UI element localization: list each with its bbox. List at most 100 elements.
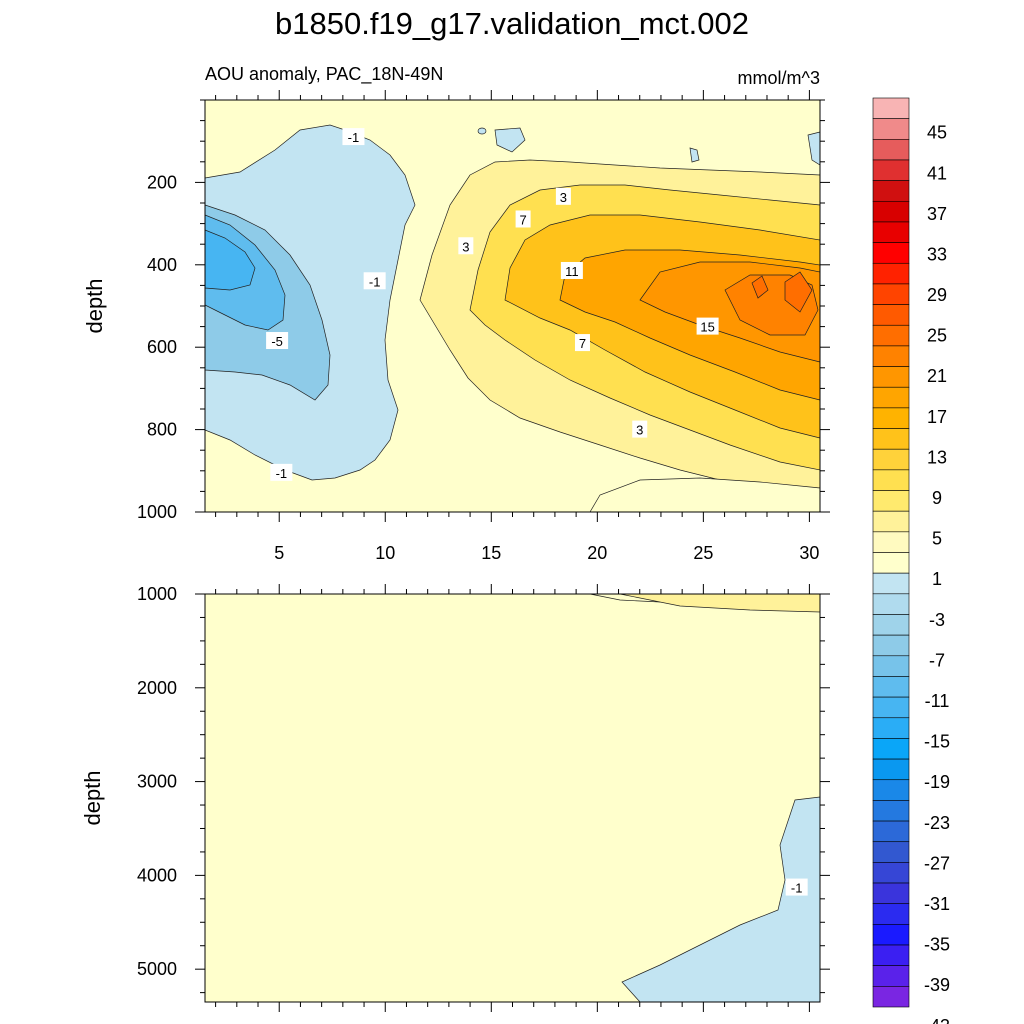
colorbar-swatch <box>872 800 910 822</box>
colorbar-swatch <box>872 676 910 698</box>
colorbar-swatch <box>872 882 910 905</box>
contour-label-text: -1 <box>348 130 360 145</box>
x-tick-label: 5 <box>274 543 284 563</box>
colorbar-swatch <box>872 572 910 595</box>
colorbar-swatch <box>872 386 910 409</box>
contour-label: 3 <box>632 420 648 438</box>
colorbar-swatch <box>872 118 910 140</box>
contour-label-bg <box>696 317 719 335</box>
y-tick-label: 600 <box>147 337 177 357</box>
colorbar-label: -39 <box>924 975 950 995</box>
colorbar-label: -15 <box>924 732 950 752</box>
contour-label: -1 <box>270 463 293 481</box>
lower-y-axis-label: depth <box>80 770 105 825</box>
contour-label: -1 <box>785 878 808 896</box>
colorbar-swatch <box>872 634 910 657</box>
y-tick-label: 1000 <box>137 502 177 522</box>
lower-contour-fills <box>589 593 821 1003</box>
colorbar-label: 5 <box>932 529 942 549</box>
x-tick-label: 25 <box>693 543 713 563</box>
contour-label-bg <box>458 237 474 255</box>
colorbar-swatch <box>872 944 910 966</box>
y-tick-label: 4000 <box>137 865 177 885</box>
lower-plot-area <box>205 594 820 1002</box>
colorbar-swatch <box>872 324 910 347</box>
colorbar-swatch <box>872 469 910 491</box>
colorbar-swatch <box>872 490 910 512</box>
colorbar-label: 21 <box>927 366 947 386</box>
contour-label-bg <box>785 878 808 896</box>
y-tick-label: 3000 <box>137 772 177 792</box>
colorbar-label: -3 <box>929 610 945 630</box>
colorbar-swatch <box>872 696 910 719</box>
colorbar-swatch <box>872 428 910 450</box>
colorbar-label: -27 <box>924 853 950 873</box>
colorbar: 45 41 37 33 29 25 21 17 13 9 5 1 -3 -7 -11 -15 -19 -23 -27… <box>872 97 950 1024</box>
contour-label: 11 <box>560 261 583 279</box>
contour-label-bg <box>515 210 531 228</box>
x-tick-label: 10 <box>375 543 395 563</box>
colorbar-label: 41 <box>927 163 947 183</box>
subtitle-left: AOU anomaly, PAC_18N-49N <box>205 64 443 85</box>
colorbar-swatch <box>872 139 910 161</box>
colorbar-swatch <box>872 221 910 243</box>
colorbar-swatch <box>872 614 910 636</box>
y-tick-label: 5000 <box>137 959 177 979</box>
subtitle-right: mmol/m^3 <box>738 68 820 88</box>
contour-label: -1 <box>342 128 365 146</box>
colorbar-swatch <box>872 552 910 574</box>
y-tick-label: 800 <box>147 420 177 440</box>
colorbar-label: 9 <box>932 488 942 508</box>
colorbar-swatch <box>872 986 910 1008</box>
colorbar-swatch <box>872 841 910 863</box>
colorbar-swatch <box>872 820 910 843</box>
contour-label: 3 <box>458 237 474 255</box>
contour-label: 7 <box>574 334 590 352</box>
colorbar-swatch <box>872 366 910 388</box>
colorbar-label: 17 <box>927 407 947 427</box>
upper-contour-labels: -1 -1 -1 -5 3 3 3 7 7 11 15 <box>266 128 719 481</box>
colorbar-swatch <box>872 262 910 285</box>
colorbar-swatch <box>872 345 910 367</box>
contour-label-text: -1 <box>369 274 381 289</box>
contour-label-bg <box>555 187 571 205</box>
contour-label: 3 <box>555 187 571 205</box>
contour-label-text: 3 <box>560 190 567 205</box>
colorbar-swatch <box>872 655 910 677</box>
colorbar-swatch <box>872 738 910 760</box>
x-tick-label: 30 <box>799 543 819 563</box>
colorbar-swatch <box>872 717 910 739</box>
colorbar-label: 45 <box>927 123 947 143</box>
colorbar-label: 33 <box>927 244 947 264</box>
colorbar-label: 1 <box>932 569 942 589</box>
contour-label-bg <box>632 420 648 438</box>
y-tick-label: 400 <box>147 255 177 275</box>
colorbar-swatch <box>872 448 910 471</box>
upper-panel: AOU anomaly, PAC_18N-49N mmol/m^3 <box>82 64 830 563</box>
colorbar-swatch <box>872 510 910 533</box>
y-tick-label: 2000 <box>137 678 177 698</box>
contour-label: -5 <box>266 332 289 350</box>
contour-label-text: 11 <box>565 264 579 279</box>
contour-label-bg <box>266 332 289 350</box>
x-tick-label: 20 <box>587 543 607 563</box>
x-tick-label: 15 <box>481 543 501 563</box>
contour-label-text: -5 <box>271 334 283 349</box>
contour-label-bg <box>560 261 583 279</box>
contour-label-bg <box>342 128 365 146</box>
lower-panel: 1000 2000 3000 4000 5000 -1 depth <box>80 584 830 1012</box>
colorbar-label: 37 <box>927 204 947 224</box>
y-tick-label: 200 <box>147 172 177 192</box>
contour-label-text: 7 <box>519 212 526 227</box>
colorbar-swatch <box>872 242 910 264</box>
colorbar-swatch <box>872 531 910 553</box>
colorbar-swatch <box>872 159 910 181</box>
colorbar-label: -23 <box>924 813 950 833</box>
contour-label: 7 <box>515 210 531 228</box>
colorbar-swatch <box>872 924 910 946</box>
contour-label-text: 3 <box>636 423 643 438</box>
colorbar-swatch <box>872 97 910 119</box>
contour-label-text: -1 <box>791 881 803 896</box>
lower-axis-ticks: 1000 2000 3000 4000 5000 <box>137 584 830 1012</box>
chart-title: b1850.f19_g17.validation_mct.002 <box>275 6 749 41</box>
